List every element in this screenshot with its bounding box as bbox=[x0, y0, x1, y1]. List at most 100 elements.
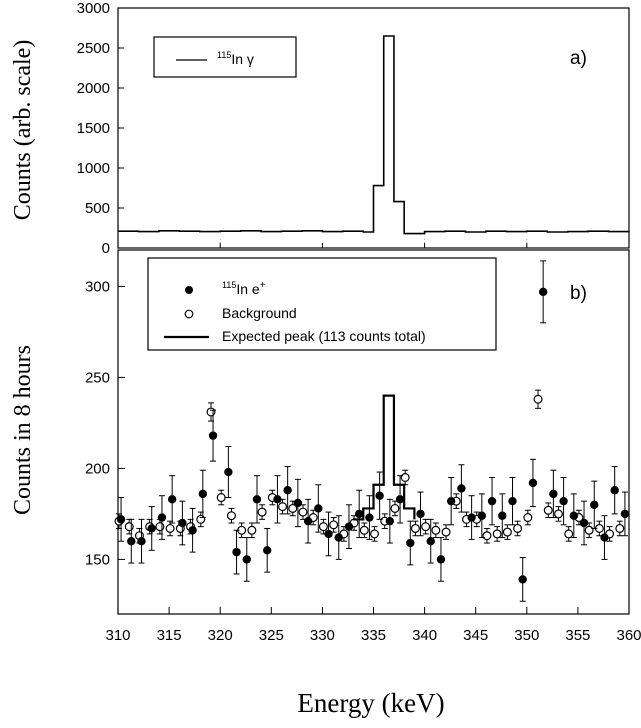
in-e-plus-point bbox=[528, 478, 538, 488]
panel-a-y-label: Counts (arb. scale) bbox=[10, 40, 36, 221]
panel-a-y-ticks: 0 500 1000 1500 2000 2500 3000 bbox=[77, 0, 630, 257]
panel-a-y-tick-label: 2000 bbox=[77, 80, 110, 97]
background-point bbox=[482, 531, 492, 541]
in-e-plus-point bbox=[620, 509, 630, 519]
background-point bbox=[165, 523, 175, 533]
panel-a-tag: a) bbox=[570, 48, 587, 69]
in-e-plus-point bbox=[137, 537, 146, 546]
in-e-plus-point bbox=[395, 495, 405, 504]
in-e-plus-point bbox=[354, 509, 364, 519]
panel-b-expected-peak-line bbox=[353, 394, 416, 521]
background-point bbox=[513, 523, 523, 533]
in-e-plus-point bbox=[416, 509, 425, 519]
background-point bbox=[390, 503, 400, 513]
panel-a-legend-box bbox=[153, 36, 297, 78]
in-e-plus-point bbox=[436, 555, 446, 564]
background-point bbox=[206, 407, 216, 417]
in-e-plus-point bbox=[157, 513, 167, 522]
in-e-plus-point bbox=[375, 491, 384, 500]
panel-b-x-tick-label: 335 bbox=[361, 627, 386, 644]
background-point bbox=[298, 507, 308, 517]
in-e-plus-point bbox=[406, 538, 415, 548]
in-e-plus-point bbox=[385, 516, 395, 526]
in-e-plus-point bbox=[303, 516, 313, 526]
in-e-plus-point bbox=[188, 526, 197, 535]
in-e-plus-point bbox=[518, 575, 527, 584]
background-point bbox=[247, 525, 257, 535]
in-e-plus-point bbox=[167, 495, 177, 504]
background-point bbox=[329, 520, 339, 530]
in-e-plus-point bbox=[208, 431, 218, 440]
in-e-plus-point bbox=[293, 498, 303, 508]
panel-a-legend-label: 115In γ bbox=[217, 50, 254, 67]
in-e-plus-point bbox=[559, 496, 568, 506]
panel-a-y-tick-label: 2500 bbox=[77, 40, 110, 57]
in-e-plus-point bbox=[508, 496, 517, 506]
panel-a-y-tick-label: 500 bbox=[85, 200, 110, 217]
in-e-plus-point bbox=[147, 524, 156, 533]
in-e-plus-point bbox=[365, 513, 374, 522]
background-point bbox=[278, 502, 288, 512]
panel-b-x-tick-label: 330 bbox=[310, 627, 335, 644]
panel-b-x-tick-label: 340 bbox=[412, 627, 437, 644]
in-e-plus-point bbox=[242, 555, 251, 564]
in-e-plus-point bbox=[252, 495, 262, 504]
panel-b-x-tick-label: 345 bbox=[463, 627, 488, 644]
background-point bbox=[196, 514, 206, 524]
in-e-plus-point bbox=[224, 467, 233, 477]
panel-b-x-tick-label: 325 bbox=[259, 627, 284, 644]
in-e-plus-point bbox=[344, 522, 354, 531]
background-point bbox=[226, 511, 236, 521]
in-e-plus-point bbox=[590, 500, 599, 509]
in-e-plus-point bbox=[467, 513, 476, 522]
background-point bbox=[533, 394, 543, 404]
in-e-plus-point bbox=[498, 511, 507, 520]
panel-a-gridlines bbox=[219, 238, 528, 246]
in-e-plus-point bbox=[446, 496, 456, 506]
background-point bbox=[124, 522, 134, 532]
panel-b-x-tick-label: 315 bbox=[157, 627, 182, 644]
panel-b-legend-sup-1b: + bbox=[260, 280, 266, 291]
background-point bbox=[584, 525, 594, 535]
panel-b-in-e-plus-series bbox=[116, 260, 630, 602]
in-e-plus-point bbox=[600, 533, 609, 542]
in-e-plus-point bbox=[549, 489, 558, 499]
panel-a-y-tick-label: 3000 bbox=[77, 0, 110, 17]
background-point bbox=[615, 523, 625, 533]
panel-b-legend-label-2: Background bbox=[222, 305, 297, 321]
panel-b-x-tick-label: 320 bbox=[208, 627, 233, 644]
panel-b-y-tick-label: 250 bbox=[85, 369, 110, 386]
panel-b-x-ticks: 310 315 320 325 330 335 340 345 350 355 360 bbox=[105, 607, 641, 644]
background-point bbox=[155, 522, 165, 532]
background-point bbox=[257, 507, 267, 517]
in-e-plus-point bbox=[283, 486, 292, 495]
background-point bbox=[523, 513, 533, 523]
panel-b-x-tick-label: 350 bbox=[514, 627, 539, 644]
background-point bbox=[370, 529, 380, 539]
in-e-plus-point bbox=[538, 287, 548, 297]
in-e-plus-point bbox=[116, 515, 126, 524]
panel-a-y-tick-label: 1000 bbox=[77, 160, 110, 177]
background-point bbox=[543, 505, 553, 515]
in-e-plus-point bbox=[198, 489, 208, 499]
in-e-plus-point bbox=[477, 511, 487, 520]
in-e-plus-point bbox=[178, 518, 187, 528]
panel-a-legend-sup: 115 bbox=[217, 50, 231, 60]
background-point bbox=[410, 523, 420, 533]
panel-a-legend-text: In γ bbox=[231, 51, 254, 67]
panel-b-tag: b) bbox=[570, 283, 587, 304]
in-e-plus-point bbox=[324, 529, 333, 539]
background-point bbox=[431, 525, 441, 535]
x-axis-label: Energy (keV) bbox=[297, 688, 444, 718]
panel-a-y-tick-label: 1500 bbox=[77, 120, 110, 137]
in-e-plus-point bbox=[273, 495, 282, 504]
in-e-plus-point bbox=[334, 533, 343, 542]
background-point bbox=[359, 525, 369, 535]
panel-b-legend-filled-marker bbox=[185, 286, 193, 294]
panel-a-legend: 115In γ bbox=[153, 36, 297, 78]
panel-a-y-tick-label: 0 bbox=[102, 240, 110, 257]
background-point bbox=[553, 509, 563, 519]
in-e-plus-point bbox=[314, 504, 323, 513]
in-e-plus-point bbox=[426, 537, 435, 546]
background-point bbox=[441, 527, 451, 537]
